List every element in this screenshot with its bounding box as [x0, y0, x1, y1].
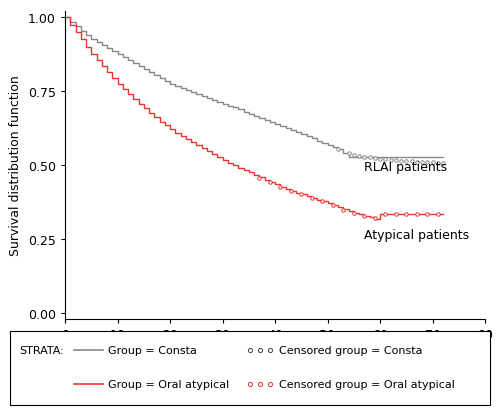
Text: STRATA:: STRATA:	[20, 345, 64, 355]
X-axis label: Time to medication switch (months): Time to medication switch (months)	[162, 346, 388, 360]
Text: Group = Oral atypical: Group = Oral atypical	[108, 380, 229, 389]
Y-axis label: Survival distribution function: Survival distribution function	[10, 76, 22, 256]
FancyBboxPatch shape	[10, 331, 490, 405]
Text: Group = Consta: Group = Consta	[108, 345, 197, 355]
Text: Atypical patients: Atypical patients	[364, 229, 470, 241]
Text: Censored group = Consta: Censored group = Consta	[280, 345, 423, 355]
Text: Censored group = Oral atypical: Censored group = Oral atypical	[280, 380, 456, 389]
Text: RLAI patients: RLAI patients	[364, 161, 448, 173]
